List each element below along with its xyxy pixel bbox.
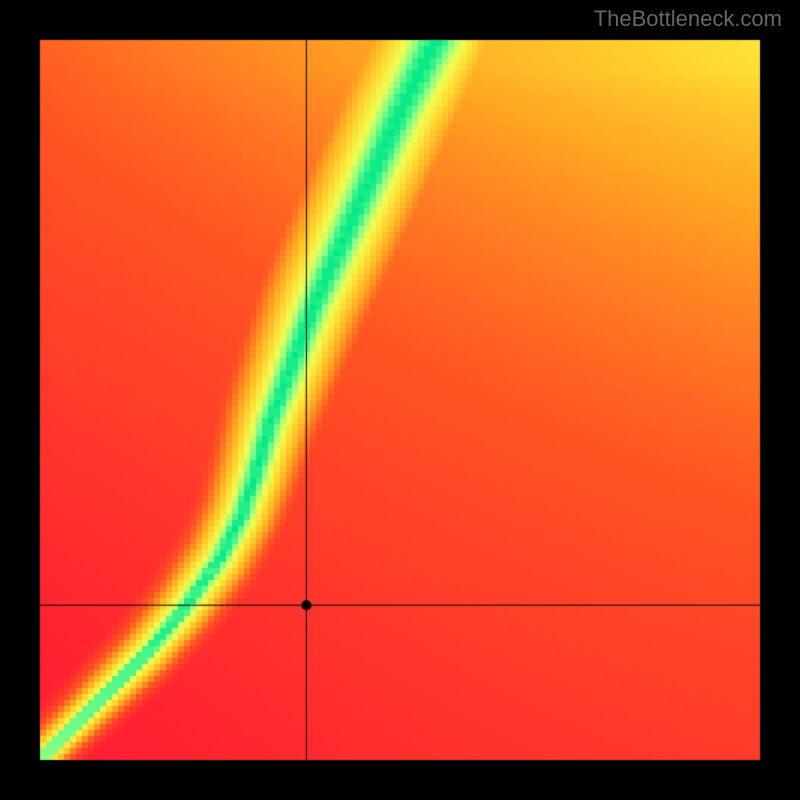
frame-canvas bbox=[0, 0, 800, 800]
watermark-text: TheBottleneck.com bbox=[594, 6, 782, 32]
chart-container: TheBottleneck.com bbox=[0, 0, 800, 800]
